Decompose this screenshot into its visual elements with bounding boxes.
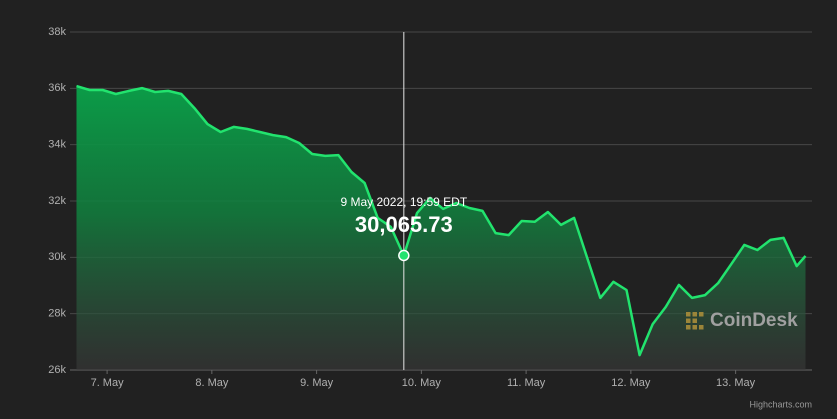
- watermark-logo: [699, 312, 704, 317]
- y-tick-label: 38k: [48, 26, 66, 38]
- credits: Highcharts.com: [749, 399, 812, 409]
- tooltip-date: 9 May 2022, 19:59 EDT: [340, 195, 467, 209]
- x-tick-label: 10. May: [402, 377, 442, 389]
- y-tick-label: 36k: [48, 82, 66, 94]
- x-tick-label: 7. May: [91, 377, 125, 389]
- watermark-logo: [686, 312, 691, 317]
- watermark-logo: [692, 318, 697, 323]
- watermark-logo: [692, 312, 697, 317]
- x-tick-label: 11. May: [507, 377, 546, 389]
- price-line: [76, 84, 807, 357]
- y-tick-label: 28k: [48, 308, 66, 320]
- y-tick-label: 26k: [48, 364, 66, 376]
- area-fill: [76, 86, 806, 370]
- y-tick-label: 32k: [48, 195, 66, 207]
- x-tick-label: 9. May: [300, 377, 334, 389]
- x-tick-label: 13. May: [716, 377, 756, 389]
- watermark: CoinDesk: [710, 310, 798, 331]
- x-tick-label: 8. May: [195, 377, 229, 389]
- tooltip-value: 30,065.73: [355, 212, 453, 237]
- hover-point: [398, 249, 410, 262]
- watermark-logo: [692, 325, 697, 330]
- watermark-logo: [699, 325, 704, 330]
- x-tick-label: 12. May: [611, 377, 651, 389]
- watermark-logo: [686, 325, 691, 330]
- watermark-logo: [686, 318, 691, 323]
- y-tick-label: 34k: [48, 139, 66, 151]
- y-tick-label: 30k: [48, 251, 66, 263]
